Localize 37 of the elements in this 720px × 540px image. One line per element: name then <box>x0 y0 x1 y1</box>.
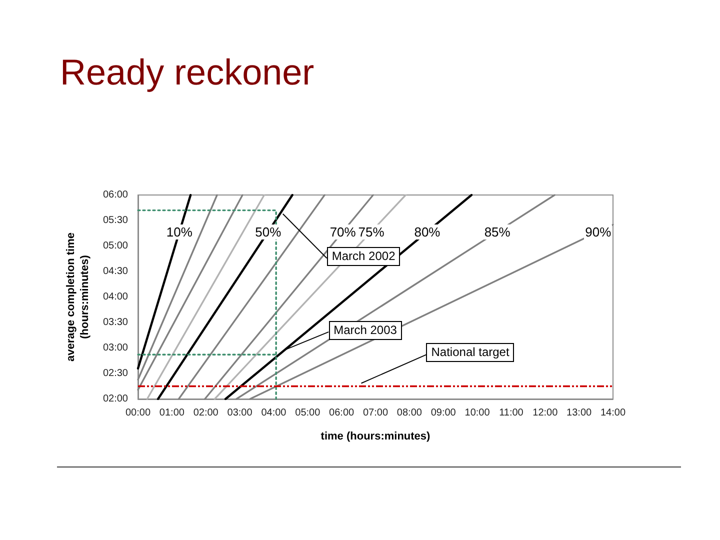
y-tick-label: 05:30 <box>102 215 128 226</box>
series-label: 85% <box>483 224 512 240</box>
x-tick-label: 05:00 <box>295 408 321 418</box>
x-tick-label: 01:00 <box>159 408 185 418</box>
x-axis-title: time (hours:minutes) <box>320 430 431 442</box>
x-tick-label: 04:00 <box>261 408 287 418</box>
x-tick-label: 11:00 <box>499 408 524 418</box>
series-label: 80% <box>413 224 442 240</box>
x-tick-label: 00:00 <box>125 408 151 418</box>
series-label: 10% <box>165 224 194 240</box>
x-tick-label: 10:00 <box>464 408 490 418</box>
series-label: 75% <box>357 224 386 240</box>
x-tick-label: 07:00 <box>362 408 388 418</box>
chart-title: Ready reckoner <box>60 52 314 92</box>
x-tick-label: 08:00 <box>396 408 422 418</box>
y-tick-label: 04:00 <box>102 292 128 302</box>
x-tick-label: 02:00 <box>193 408 219 418</box>
series-label: 70% <box>328 224 357 240</box>
y-tick-label: 03:00 <box>102 342 128 354</box>
annotation: March 2002 <box>326 246 400 266</box>
y-tick-label: 06:00 <box>102 190 128 200</box>
annotation: March 2003 <box>328 320 402 340</box>
series-label: 90% <box>584 224 612 240</box>
y-tick-label: 02:30 <box>102 368 128 379</box>
y-tick-label: 05:00 <box>102 240 128 252</box>
x-tick-label: 06:00 <box>329 408 355 418</box>
x-tick-label: 03:00 <box>227 408 253 418</box>
y-tick-label: 04:30 <box>102 266 128 277</box>
x-tick-label: 09:00 <box>430 408 456 418</box>
y-tick-label: 03:30 <box>102 317 128 328</box>
x-tick-label: 12:00 <box>532 408 558 418</box>
x-tick-label: 13:00 <box>566 408 592 418</box>
series-label: 50% <box>254 224 282 240</box>
x-tick-label: 14:00 <box>600 408 626 418</box>
ref-line-label: National target <box>426 343 514 362</box>
y-tick-label: 02:00 <box>102 394 128 404</box>
y-axis-title: average completion time (hours:minutes) <box>65 232 92 362</box>
